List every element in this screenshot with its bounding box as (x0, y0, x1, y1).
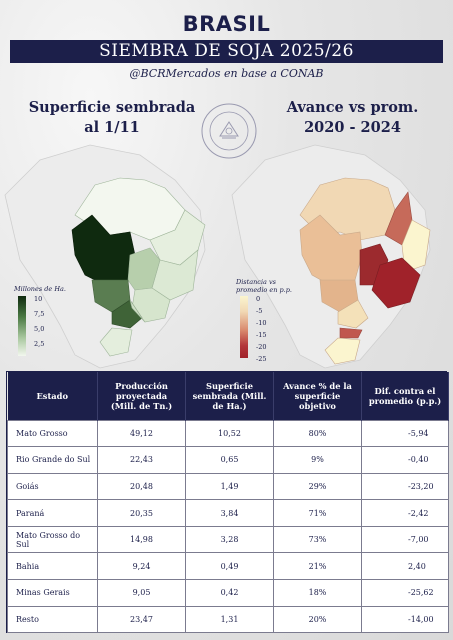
cell-estado: Rio Grande do Sul (7, 446, 98, 474)
cell-produccion: 20,48 (97, 472, 186, 501)
cell-superficie: 0,65 (185, 446, 274, 474)
cell-diferencia: -2,42 (361, 499, 449, 527)
right-map-santa-catarina (339, 327, 363, 339)
table-row: Resto 23,47 1,31 20% -14,00 (7, 605, 449, 634)
cell-estado: Minas Gerais (7, 579, 98, 607)
maps-area (4, 144, 431, 369)
cell-produccion: 20,35 (97, 499, 186, 527)
table-row: Rio Grande do Sul 22,43 0,65 9% -0,40 (7, 446, 449, 474)
left-map-legend: Millones de Ha. 10 7,5 5,0 2,5 (14, 285, 74, 365)
soy-data-table: Estado Producción proyectada (Mill. de T… (6, 371, 449, 634)
left-legend-color-bar (18, 296, 26, 356)
right-map-title: Avance vs prom. 2020 - 2024 (260, 98, 445, 138)
right-legend-tick: -10 (256, 319, 267, 327)
cell-avance: 21% (273, 552, 362, 581)
cell-produccion: 14,98 (97, 525, 186, 554)
left-map-title: Superficie sembrada al 1/11 (12, 98, 212, 138)
cell-superficie: 3,84 (185, 499, 274, 527)
cell-avance: 71% (273, 499, 362, 527)
right-legend-color-bar (240, 296, 248, 358)
right-legend-title-line1: Distancia vs (236, 278, 276, 286)
cell-diferencia: -14,00 (361, 605, 449, 634)
table-row: Bahia 9,24 0,49 21% 2,40 (7, 552, 449, 581)
table-row: Goiás 20,48 1,49 29% -23,20 (7, 472, 449, 501)
cell-estado: Goiás (7, 472, 98, 501)
right-legend-title-line2: promedio en p.p. (236, 286, 292, 294)
cell-avance: 9% (273, 446, 362, 474)
left-map-title-line1: Superficie sembrada (28, 99, 196, 116)
left-legend-title: Millones de Ha. (14, 285, 66, 293)
right-map (231, 144, 431, 369)
right-legend-tick: -20 (256, 343, 267, 351)
cell-superficie: 10,52 (185, 419, 274, 448)
cell-superficie: 0,42 (185, 579, 274, 607)
header-avance: Avance % de la superficie objetivo (273, 372, 362, 420)
country-title: BRASIL (182, 12, 271, 36)
cell-avance: 80% (273, 419, 362, 448)
left-legend-tick: 7,5 (34, 310, 45, 318)
cell-diferencia: 2,40 (361, 552, 449, 581)
cell-produccion: 9,24 (97, 552, 186, 581)
cell-produccion: 9,05 (97, 579, 186, 607)
right-map-legend: Distancia vs promedio en p.p. 0 -5 -10 -… (236, 278, 316, 363)
cell-diferencia: -7,00 (361, 525, 449, 554)
cell-diferencia: -25,62 (361, 579, 449, 607)
left-map-rio-grande-do-sul (99, 327, 133, 357)
left-legend-tick: 5,0 (34, 325, 45, 333)
cell-superficie: 1,49 (185, 472, 274, 501)
main-banner: SIEMBRA DE SOJA 2025/26 (10, 40, 443, 63)
cell-produccion: 23,47 (97, 605, 186, 634)
left-map-sao-paulo (129, 299, 146, 323)
cell-superficie: 1,31 (185, 605, 274, 634)
cell-avance: 20% (273, 605, 362, 634)
header-superficie: Superficie sembrada (Mill. de Ha.) (185, 372, 274, 420)
right-legend-tick: -5 (256, 307, 263, 315)
table-row: Mato Grosso 49,12 10,52 80% -5,94 (7, 419, 449, 448)
left-legend-tick: 2,5 (34, 340, 45, 348)
bolsa-de-comercio-rosario-seal-icon (201, 103, 257, 159)
header-diferencia: Dif. contra el promedio (p.p.) (361, 372, 449, 420)
cell-avance: 73% (273, 525, 362, 554)
cell-avance: 29% (273, 472, 362, 501)
cell-estado: Paraná (7, 499, 98, 527)
cell-estado: Bahia (7, 552, 98, 581)
right-map-title-line1: Avance vs prom. (286, 99, 419, 116)
left-map-title-line2: al 1/11 (84, 119, 140, 136)
cell-diferencia: -23,20 (361, 472, 449, 501)
right-legend-tick: -15 (256, 331, 267, 339)
cell-produccion: 49,12 (97, 419, 186, 448)
cell-estado: Resto (7, 605, 98, 634)
cell-diferencia: -5,94 (361, 419, 449, 448)
cell-avance: 18% (273, 579, 362, 607)
cell-produccion: 22,43 (97, 446, 186, 474)
header-estado: Estado (7, 372, 98, 420)
source-subtitle: @BCRMercados en base a CONAB (129, 67, 324, 80)
table-row: Minas Gerais 9,05 0,42 18% -25,62 (7, 579, 449, 607)
cell-estado: Mato Grosso (7, 419, 98, 448)
right-legend-tick: 0 (256, 295, 261, 303)
right-map-mato-grosso (299, 214, 363, 286)
right-map-parana (337, 299, 369, 329)
right-map-title-line2: 2020 - 2024 (304, 119, 401, 136)
table-header-row: Estado Producción proyectada (Mill. de T… (7, 372, 449, 420)
right-map-minas-gerais (371, 257, 421, 309)
right-map-tocantins (384, 191, 413, 246)
cell-superficie: 0,49 (185, 552, 274, 581)
cell-estado: Mato Grosso do Sul (7, 525, 98, 554)
cell-diferencia: -0,40 (361, 446, 449, 474)
left-legend-tick: 10 (34, 295, 43, 303)
cell-superficie: 3,28 (185, 525, 274, 554)
table-row: Mato Grosso do Sul 14,98 3,28 73% -7,00 (7, 525, 449, 554)
left-map (4, 144, 206, 369)
right-legend-tick: -25 (256, 355, 267, 363)
header-produccion: Producción proyectada (Mill. de Tn.) (97, 372, 186, 420)
table-row: Paraná 20,35 3,84 71% -2,42 (7, 499, 449, 527)
right-map-rio-grande-do-sul (324, 337, 361, 365)
